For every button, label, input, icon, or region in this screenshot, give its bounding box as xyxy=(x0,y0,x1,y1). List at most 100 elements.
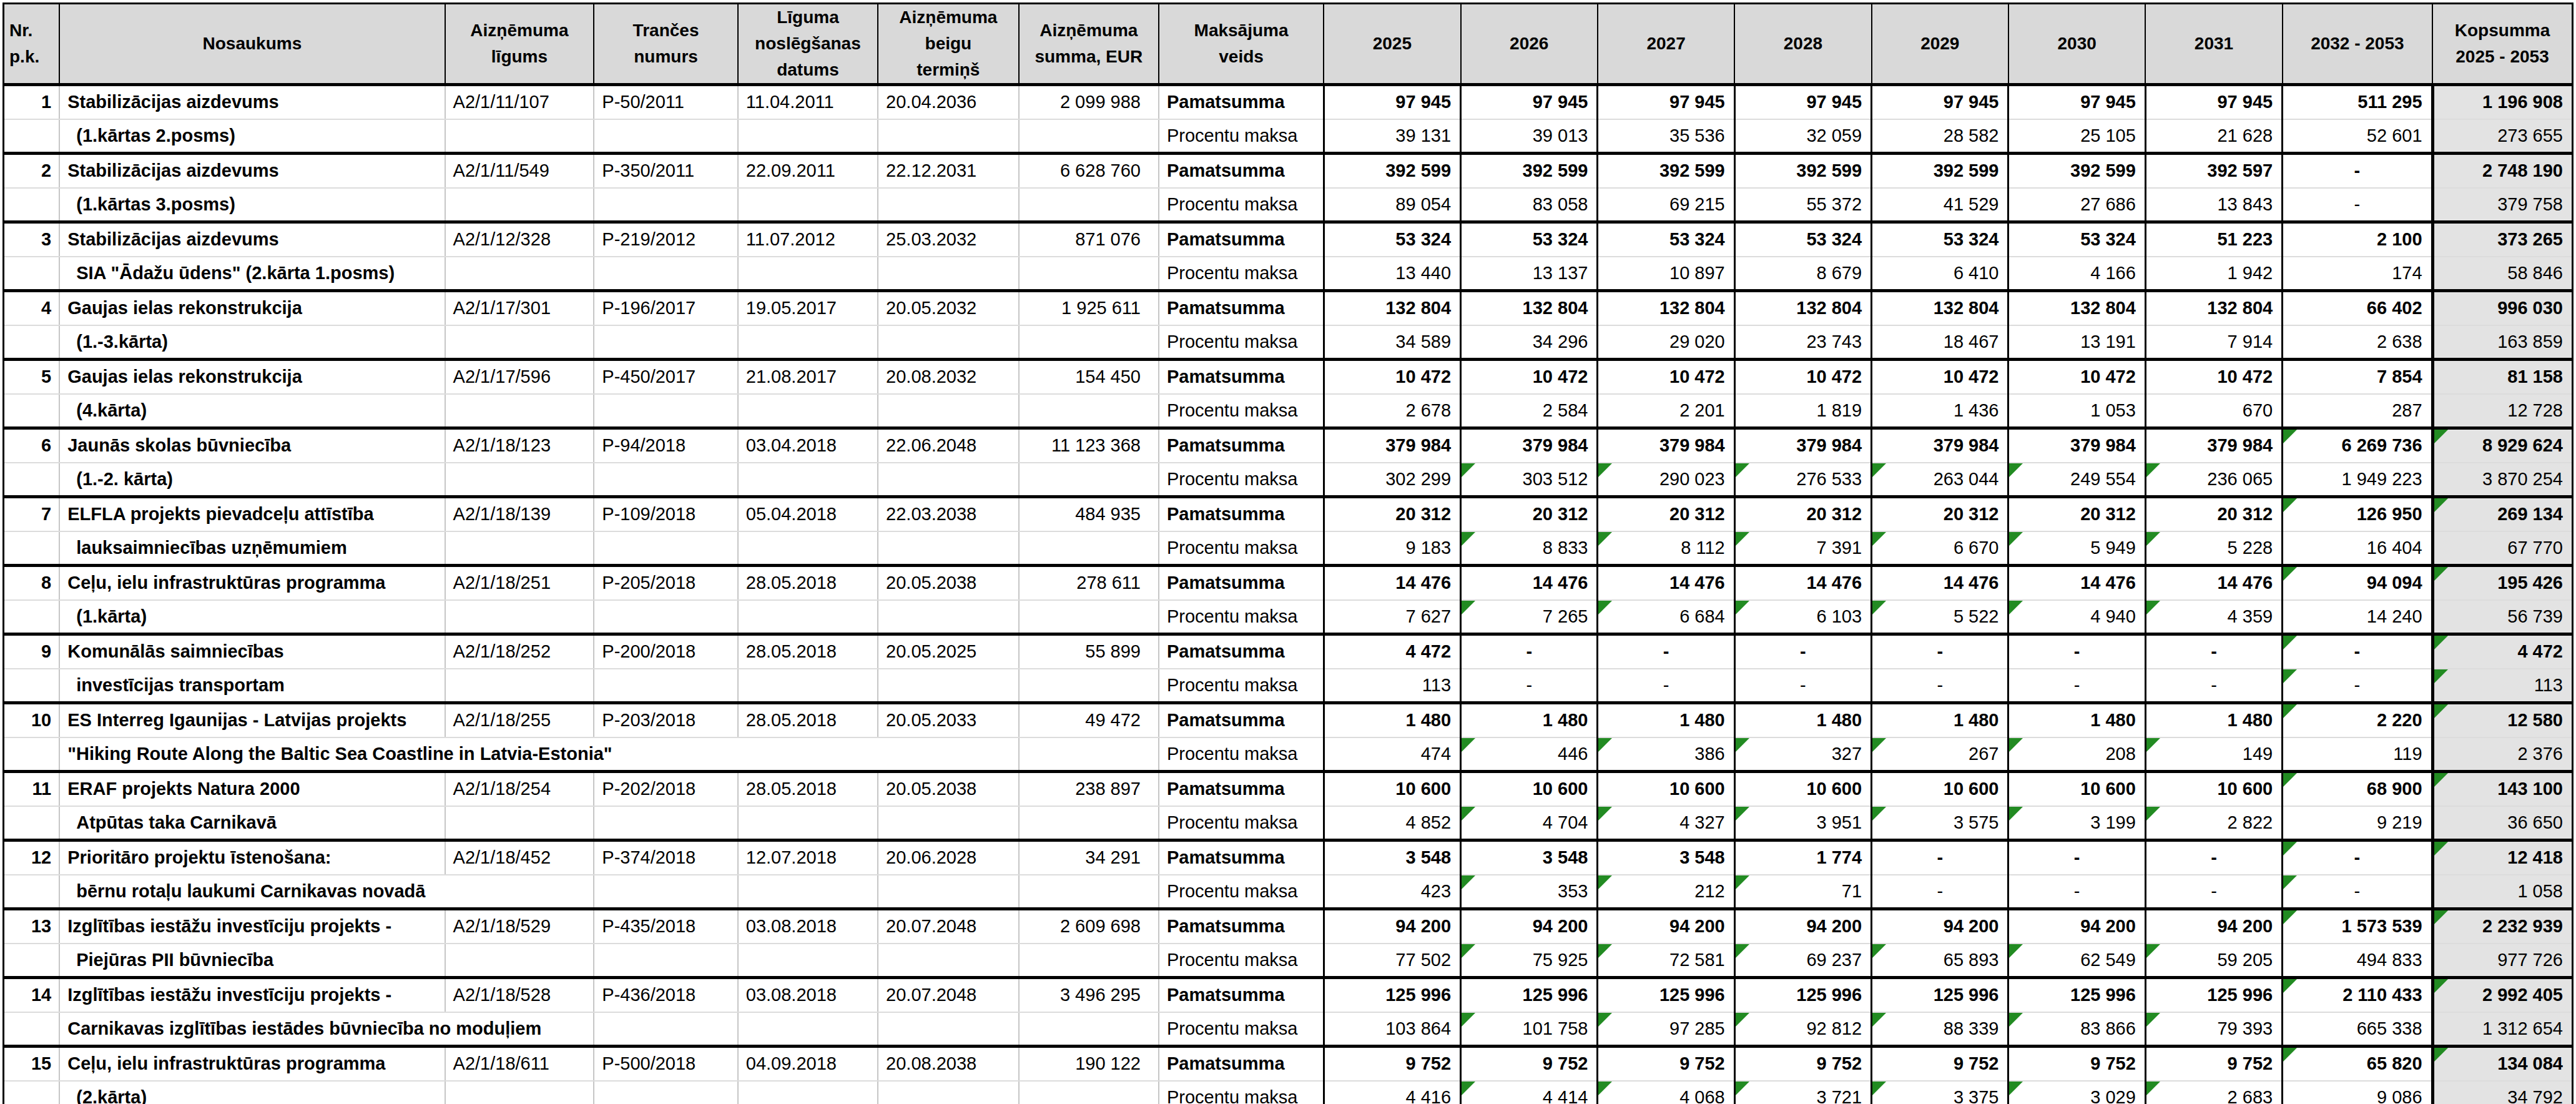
loan-amount-eur: 55 899 xyxy=(1019,634,1159,669)
interest-value-total: 36 650 xyxy=(2432,806,2572,840)
principal-value-2025: 392 599 xyxy=(1324,154,1460,188)
tranche-number: P-94/2018 xyxy=(594,428,737,463)
interest-value-2030: - xyxy=(2008,875,2145,909)
row-number: 1 xyxy=(4,85,60,119)
loan-name-line1: ES Interreg Igaunijas - Latvijas projekt… xyxy=(59,703,445,737)
interest-value-2029: 5 522 xyxy=(1872,600,2008,634)
loan-name-line1: Izglītības iestāžu investīciju projekts … xyxy=(59,978,445,1012)
interest-value-2030: 83 866 xyxy=(2008,1012,2145,1047)
empty-cell xyxy=(594,119,737,154)
empty-cell xyxy=(1019,1012,1159,1047)
col-header-2032-2053: 2032 - 2053 xyxy=(2283,4,2432,85)
principal-value-2032-2053: 1 573 539 xyxy=(2283,909,2432,944)
loan-name-line2: (4.kārta) xyxy=(59,394,445,428)
loan-row-interest: (1.kārtas 3.posms)Procentu maksa89 05483… xyxy=(4,188,2573,222)
principal-value-2031: 14 476 xyxy=(2145,566,2282,600)
loan-amount-eur: 278 611 xyxy=(1019,566,1159,600)
col-header-2030: 2030 xyxy=(2008,4,2145,85)
interest-value-2031: 5 228 xyxy=(2145,531,2282,566)
interest-value-2030: 4 166 xyxy=(2008,257,2145,291)
principal-value-2030: 10 600 xyxy=(2008,772,2145,806)
principal-value-2026: 1 480 xyxy=(1461,703,1598,737)
principal-value-2026: 97 945 xyxy=(1461,85,1598,119)
principal-value-2027: 379 984 xyxy=(1598,428,1734,463)
principal-value-2029: 10 600 xyxy=(1872,772,2008,806)
empty-cell xyxy=(445,944,594,978)
interest-value-2028: 55 372 xyxy=(1734,188,1871,222)
tranche-number: P-200/2018 xyxy=(594,634,737,669)
payment-type-interest: Procentu maksa xyxy=(1159,531,1324,566)
principal-value-2029: - xyxy=(1872,840,2008,875)
loan-agreement: A2/1/18/251 xyxy=(445,566,594,600)
principal-value-total: 81 158 xyxy=(2432,360,2572,394)
principal-value-2025: 9 752 xyxy=(1324,1047,1460,1081)
principal-value-2031: 94 200 xyxy=(2145,909,2282,944)
principal-value-2032-2053: 2 110 433 xyxy=(2283,978,2432,1012)
principal-value-2032-2053: 6 269 736 xyxy=(2283,428,2432,463)
empty-cell xyxy=(878,531,1019,566)
interest-value-total: 163 859 xyxy=(2432,325,2572,360)
row-number-empty xyxy=(4,875,60,909)
interest-value-2026: 101 758 xyxy=(1461,1012,1598,1047)
interest-value-2029: 65 893 xyxy=(1872,944,2008,978)
interest-value-2030: 249 554 xyxy=(2008,463,2145,497)
interest-value-2028: 6 103 xyxy=(1734,600,1871,634)
interest-value-total: 1 312 654 xyxy=(2432,1012,2572,1047)
loan-name-line1: Prioritāro projektu īstenošana: xyxy=(59,840,445,875)
principal-value-2031: 20 312 xyxy=(2145,497,2282,531)
principal-value-2027: 97 945 xyxy=(1598,85,1734,119)
loan-end-date: 25.03.2032 xyxy=(878,222,1019,257)
loan-name-line1: Komunālās saimniecības xyxy=(59,634,445,669)
payment-type-principal: Pamatsumma xyxy=(1159,154,1324,188)
loan-amount-eur: 2 099 988 xyxy=(1019,85,1159,119)
loan-end-date: 22.06.2048 xyxy=(878,428,1019,463)
loan-amount-eur: 49 472 xyxy=(1019,703,1159,737)
loan-row-principal: 2Stabilizācijas aizdevumsA2/1/11/549P-35… xyxy=(4,154,2573,188)
interest-value-2029: 267 xyxy=(1872,737,2008,772)
row-number: 9 xyxy=(4,634,60,669)
col-header-kopsumma: Kopsumma 2025 - 2053 xyxy=(2432,4,2572,85)
principal-value-2028: - xyxy=(1734,634,1871,669)
principal-value-total: 269 134 xyxy=(2432,497,2572,531)
row-number-empty xyxy=(4,737,60,772)
principal-value-2030: 53 324 xyxy=(2008,222,2145,257)
interest-value-2030: 13 191 xyxy=(2008,325,2145,360)
interest-value-2026: 39 013 xyxy=(1461,119,1598,154)
contract-date: 04.09.2018 xyxy=(738,1047,878,1081)
empty-cell xyxy=(594,394,737,428)
principal-value-2026: 14 476 xyxy=(1461,566,1598,600)
interest-value-2031: 13 843 xyxy=(2145,188,2282,222)
principal-value-2027: 10 600 xyxy=(1598,772,1734,806)
tranche-number: P-436/2018 xyxy=(594,978,737,1012)
empty-cell xyxy=(738,1081,878,1104)
interest-value-2031: 149 xyxy=(2145,737,2282,772)
loan-row-interest: (1.kārta)Procentu maksa7 6277 2656 6846 … xyxy=(4,600,2573,634)
empty-cell xyxy=(878,669,1019,703)
interest-value-total: 379 758 xyxy=(2432,188,2572,222)
interest-value-2027: 10 897 xyxy=(1598,257,1734,291)
principal-value-2028: 379 984 xyxy=(1734,428,1871,463)
loan-row-principal: 8Ceļu, ielu infrastruktūras programmaA2/… xyxy=(4,566,2573,600)
contract-date: 22.09.2011 xyxy=(738,154,878,188)
row-number: 7 xyxy=(4,497,60,531)
principal-value-total: 373 265 xyxy=(2432,222,2572,257)
interest-value-2032-2053: 1 949 223 xyxy=(2283,463,2432,497)
empty-cell xyxy=(878,1081,1019,1104)
payment-type-interest: Procentu maksa xyxy=(1159,119,1324,154)
interest-value-2029: 18 467 xyxy=(1872,325,2008,360)
payment-type-interest: Procentu maksa xyxy=(1159,1012,1324,1047)
empty-cell xyxy=(878,325,1019,360)
principal-value-2028: 392 599 xyxy=(1734,154,1871,188)
loan-agreement: A2/1/18/252 xyxy=(445,634,594,669)
principal-value-2027: 94 200 xyxy=(1598,909,1734,944)
loan-amount-eur: 3 496 295 xyxy=(1019,978,1159,1012)
principal-value-2029: 14 476 xyxy=(1872,566,2008,600)
payment-type-interest: Procentu maksa xyxy=(1159,806,1324,840)
interest-value-total: 67 770 xyxy=(2432,531,2572,566)
empty-cell xyxy=(445,394,594,428)
principal-value-2026: 132 804 xyxy=(1461,291,1598,325)
interest-value-2027: 290 023 xyxy=(1598,463,1734,497)
col-header-trance: Trančes numurs xyxy=(594,4,737,85)
payment-type-interest: Procentu maksa xyxy=(1159,875,1324,909)
principal-value-total: 2 748 190 xyxy=(2432,154,2572,188)
